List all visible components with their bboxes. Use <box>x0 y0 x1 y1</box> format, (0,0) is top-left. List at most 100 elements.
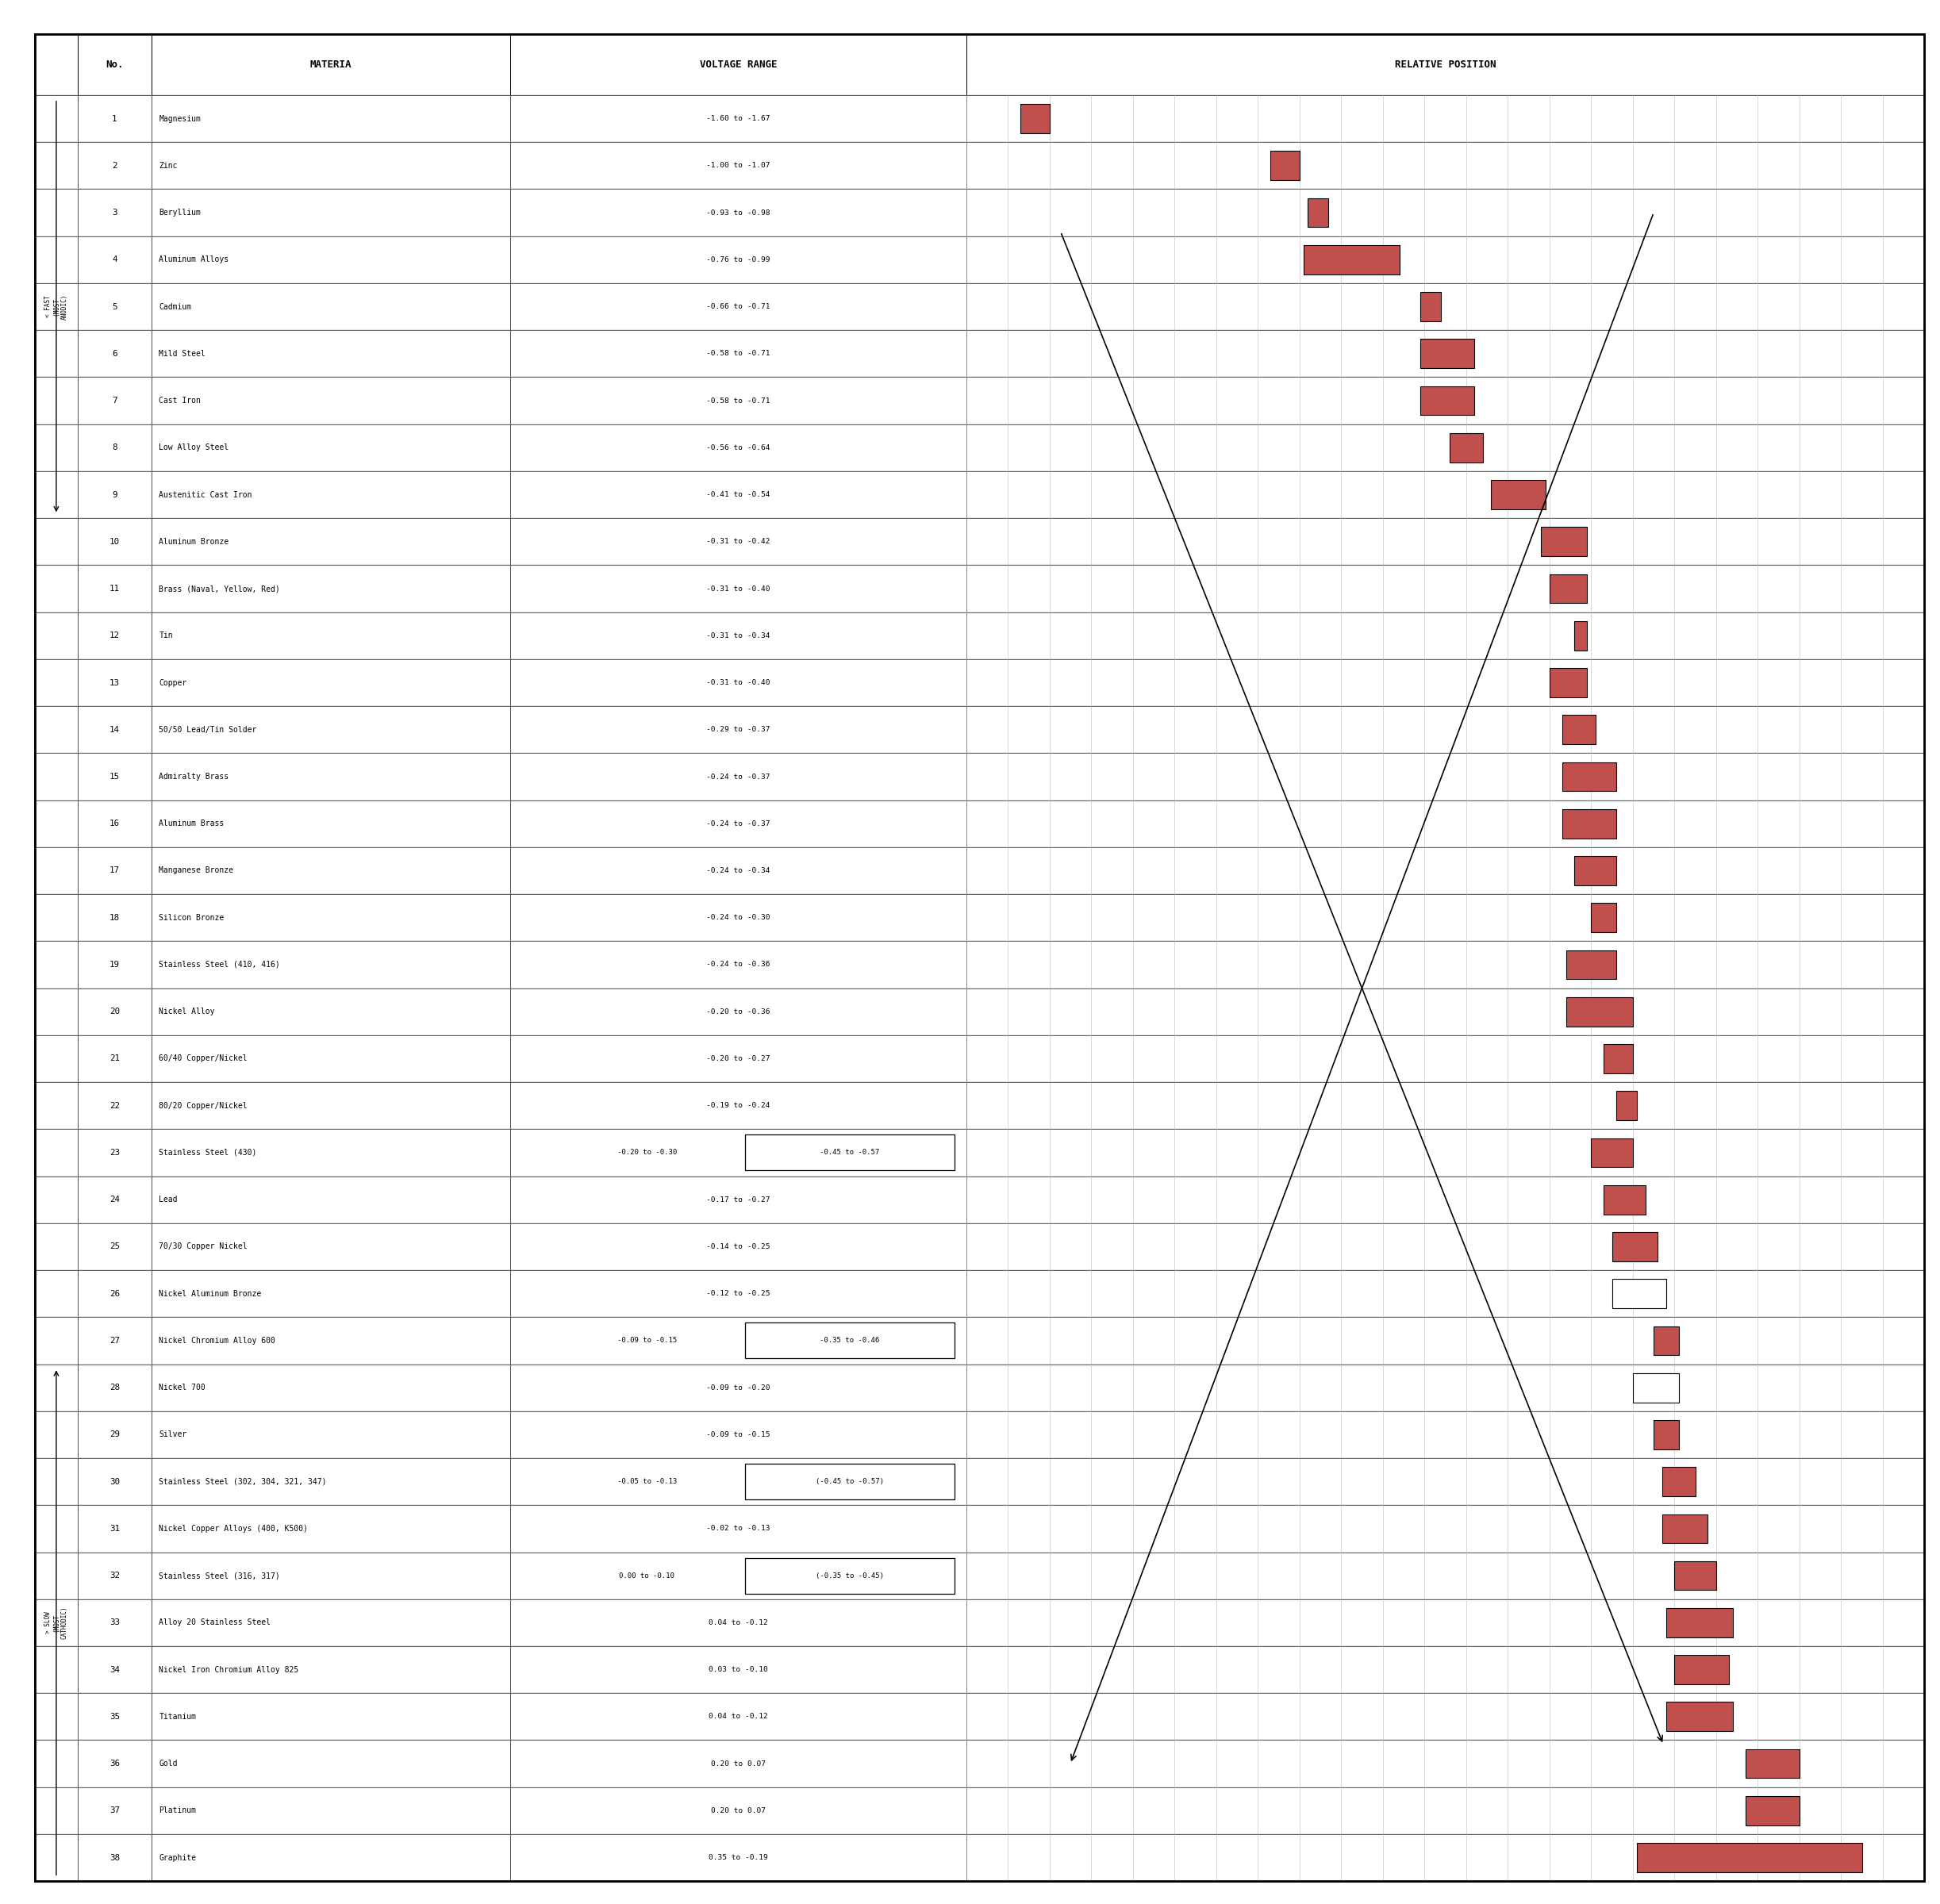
Text: 34: 34 <box>109 1666 120 1674</box>
Text: Nickel Alloy: Nickel Alloy <box>159 1007 215 1015</box>
Text: Nickel Copper Alloys (400, K500): Nickel Copper Alloys (400, K500) <box>159 1525 308 1533</box>
Bar <box>1663 1514 1707 1544</box>
Bar <box>510 706 966 754</box>
Bar <box>966 518 1924 565</box>
Bar <box>510 1788 966 1834</box>
Bar <box>151 1458 510 1506</box>
Bar <box>510 1222 966 1270</box>
Text: -0.24 to -0.30: -0.24 to -0.30 <box>706 914 770 922</box>
Bar <box>1420 291 1441 322</box>
Bar <box>78 1693 151 1740</box>
Bar <box>35 988 78 1036</box>
Bar <box>78 1222 151 1270</box>
Text: 37: 37 <box>109 1807 120 1815</box>
Bar <box>1591 902 1616 933</box>
Bar <box>78 988 151 1036</box>
Text: -0.24 to -0.34: -0.24 to -0.34 <box>706 866 770 874</box>
Bar <box>966 377 1924 425</box>
Bar <box>78 1834 151 1881</box>
Text: 31: 31 <box>109 1525 120 1533</box>
Bar <box>151 1177 510 1222</box>
Text: Beryllium: Beryllium <box>159 209 202 217</box>
Bar <box>151 1318 510 1363</box>
Text: 36: 36 <box>109 1759 120 1767</box>
Bar <box>35 1647 78 1693</box>
Text: 14: 14 <box>109 725 120 733</box>
Bar <box>151 188 510 236</box>
Text: 24: 24 <box>109 1196 120 1203</box>
Bar <box>510 800 966 847</box>
Text: 7: 7 <box>113 396 116 406</box>
Bar <box>510 1177 966 1222</box>
Bar <box>1550 668 1587 697</box>
Bar <box>510 613 966 659</box>
Bar <box>78 470 151 518</box>
Text: -0.20 to -0.30: -0.20 to -0.30 <box>617 1150 677 1156</box>
Text: 22: 22 <box>109 1102 120 1110</box>
Bar <box>966 1081 1924 1129</box>
Bar <box>151 941 510 988</box>
Bar <box>151 895 510 941</box>
Text: 19: 19 <box>109 962 120 969</box>
Bar <box>78 1081 151 1129</box>
Text: 3: 3 <box>113 209 116 217</box>
Bar <box>966 565 1924 613</box>
Text: -0.19 to -0.24: -0.19 to -0.24 <box>706 1102 770 1110</box>
Bar <box>151 284 510 329</box>
Bar <box>966 754 1924 800</box>
Text: No.: No. <box>105 59 124 70</box>
Bar <box>35 1318 78 1363</box>
Text: 11: 11 <box>109 585 120 592</box>
Text: 0.03 to -0.10: 0.03 to -0.10 <box>708 1666 768 1674</box>
Bar <box>966 1788 1924 1834</box>
Text: -0.05 to -0.13: -0.05 to -0.13 <box>617 1478 677 1485</box>
Bar <box>966 1740 1924 1788</box>
Bar <box>78 1270 151 1318</box>
Text: -0.24 to -0.37: -0.24 to -0.37 <box>706 821 770 826</box>
Text: VOLTAGE RANGE: VOLTAGE RANGE <box>700 59 776 70</box>
Text: Titanium: Titanium <box>159 1714 196 1721</box>
Bar <box>78 895 151 941</box>
Text: 21: 21 <box>109 1055 120 1062</box>
Bar <box>78 1740 151 1788</box>
Text: Platinum: Platinum <box>159 1807 196 1815</box>
Bar <box>35 329 78 377</box>
Bar <box>35 1506 78 1552</box>
Bar <box>510 1411 966 1458</box>
Text: Zinc: Zinc <box>159 162 178 169</box>
Text: > SLOW
(MOST
CATHODIC): > SLOW (MOST CATHODIC) <box>45 1607 68 1639</box>
Text: 0.00 to -0.10: 0.00 to -0.10 <box>619 1573 675 1578</box>
Bar <box>966 847 1924 895</box>
Bar <box>966 659 1924 706</box>
Text: 4: 4 <box>113 255 116 263</box>
Bar <box>151 95 510 143</box>
Text: -0.76 to -0.99: -0.76 to -0.99 <box>706 257 770 263</box>
Bar <box>35 565 78 613</box>
Text: 32: 32 <box>109 1571 120 1580</box>
Bar <box>35 1788 78 1834</box>
Text: 15: 15 <box>109 773 120 781</box>
Text: RELATIVE POSITION: RELATIVE POSITION <box>1395 59 1496 70</box>
Bar <box>151 1222 510 1270</box>
Text: 60/40 Copper/Nickel: 60/40 Copper/Nickel <box>159 1055 248 1062</box>
Bar <box>35 706 78 754</box>
Bar <box>745 1464 954 1500</box>
Bar <box>966 1599 1924 1647</box>
Bar <box>1604 1043 1633 1074</box>
Bar <box>151 470 510 518</box>
Bar <box>966 613 1924 659</box>
Bar <box>1550 575 1587 604</box>
Text: -0.41 to -0.54: -0.41 to -0.54 <box>706 491 770 499</box>
Text: 38: 38 <box>109 1854 120 1862</box>
Bar <box>745 1557 954 1594</box>
Bar <box>510 1506 966 1552</box>
Text: -1.00 to -1.07: -1.00 to -1.07 <box>706 162 770 169</box>
Text: Aluminum Brass: Aluminum Brass <box>159 821 225 828</box>
Text: -0.29 to -0.37: -0.29 to -0.37 <box>706 725 770 733</box>
Bar <box>35 847 78 895</box>
Bar <box>1562 762 1616 792</box>
Bar <box>745 1323 954 1359</box>
Bar <box>78 143 151 188</box>
Text: < FAST
(MOST
ANODIC): < FAST (MOST ANODIC) <box>45 293 68 320</box>
Bar <box>966 800 1924 847</box>
